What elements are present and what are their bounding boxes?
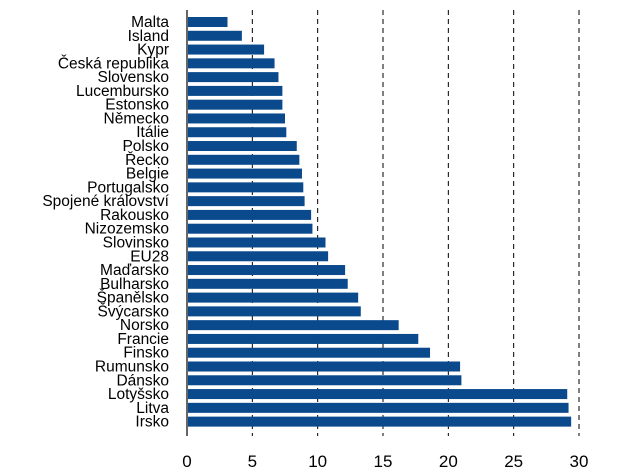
bar (188, 127, 287, 138)
bar (188, 278, 348, 289)
category-label: Kypr (137, 42, 169, 59)
bar (188, 416, 572, 427)
category-label: Lucembursko (76, 83, 169, 100)
bar (188, 292, 359, 303)
category-label: Malta (131, 14, 169, 31)
bar (188, 58, 275, 69)
bar (188, 168, 302, 179)
bar (188, 320, 399, 331)
category-label: Maďarsko (100, 262, 169, 279)
category-label: Portugalsko (87, 179, 169, 196)
x-tick-label: 20 (439, 452, 458, 470)
bar (188, 333, 419, 344)
category-label: Belgie (126, 166, 169, 183)
category-label: Česká republika (58, 55, 170, 72)
bars (188, 17, 572, 427)
bar (188, 237, 326, 248)
category-label: Lotyšsko (108, 386, 169, 403)
category-label: Polsko (122, 138, 169, 155)
category-label: Slovensko (97, 69, 169, 86)
x-tick-labels: 0 5 10 15 20 25 30 (182, 452, 588, 470)
category-label: Slovinsko (103, 234, 169, 251)
bar (188, 375, 462, 386)
category-label: EU28 (130, 248, 169, 265)
bar (188, 113, 285, 124)
bar (188, 265, 346, 276)
bar (188, 182, 304, 193)
x-tick-label: 25 (504, 452, 523, 470)
bar (188, 402, 569, 413)
category-label: Bulharsko (100, 276, 169, 293)
x-tick-label: 5 (248, 452, 257, 470)
bar (188, 99, 283, 110)
bar (188, 251, 329, 262)
bar (188, 154, 300, 165)
category-label: Estonsko (105, 97, 169, 114)
x-tick-label: 15 (374, 452, 393, 470)
bar (188, 44, 265, 55)
category-label: Finsko (123, 345, 169, 362)
x-tick-label: 10 (308, 452, 327, 470)
bar (188, 223, 313, 234)
category-label: Dánsko (116, 372, 169, 389)
category-label: Francie (117, 331, 169, 348)
category-label: Rakousko (100, 207, 169, 224)
bar (188, 306, 361, 317)
bar (188, 85, 283, 96)
bar (188, 361, 461, 372)
category-label: Řecko (125, 152, 169, 169)
category-label: Norsko (120, 317, 169, 334)
bar (188, 30, 242, 41)
bar (188, 72, 279, 83)
category-label: Spojené království (42, 193, 169, 210)
bar (188, 389, 568, 400)
category-label: Irsko (135, 414, 169, 431)
category-label: Španělsko (97, 290, 169, 307)
category-label: Litva (136, 400, 169, 417)
x-tick-label: 0 (182, 452, 191, 470)
bar (188, 196, 305, 207)
category-label: Německo (104, 110, 169, 127)
category-label: Island (128, 28, 169, 45)
category-label: Itálie (136, 124, 169, 141)
category-label: Rumunsko (95, 359, 169, 376)
bar (188, 209, 312, 220)
x-tick-label: 30 (570, 452, 589, 470)
bar (188, 141, 297, 152)
bar (188, 347, 431, 358)
bar (188, 17, 228, 27)
category-label: Nizozemsko (85, 221, 169, 238)
category-label: Švýcarsko (98, 303, 170, 320)
